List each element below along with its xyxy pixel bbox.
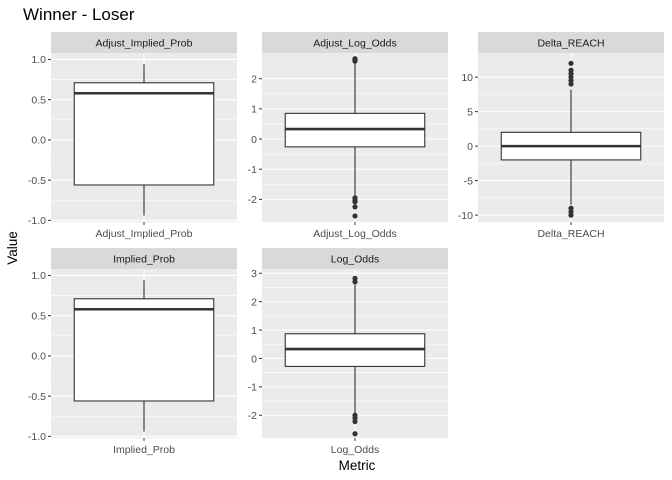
y-tick-label: -1: [248, 164, 257, 176]
y-tick-label: 2: [251, 73, 257, 85]
y-tick-label: -0.5: [28, 175, 46, 187]
outlier-point: [568, 67, 574, 73]
facet-panel-5: Log_Odds -2 -1 0 1 2 3 Log_Odds: [248, 248, 448, 456]
facet-panel-1: Adjust_Implied_Prob -1.0 -0.5 0.0 0.5 1.0 Adju…: [28, 32, 237, 240]
y-tick-label: -10: [458, 210, 473, 222]
outlier-point: [568, 60, 574, 66]
y-tick-label: 0.5: [31, 310, 46, 322]
y-tick-label: 1.0: [31, 270, 46, 282]
x-tick-label: Log_Odds: [331, 444, 379, 456]
chart-title: Winner - Loser: [23, 5, 135, 24]
facet-strip: [262, 248, 448, 269]
facet-panel-4: Implied_Prob -1.0 -0.5 0.0 0.5 1.0 Implied_Pro…: [28, 248, 237, 456]
facet-strip-label: Delta_REACH: [537, 38, 604, 50]
facet-strip: [51, 248, 237, 269]
facet-strip-label: Log_Odds: [331, 254, 379, 266]
y-tick-label: -5: [464, 175, 473, 187]
outlier-point: [352, 418, 358, 425]
x-tick-label: Implied_Prob: [113, 444, 175, 456]
outlier-point: [568, 212, 574, 218]
y-tick-label: -2: [248, 194, 257, 206]
outlier-point: [352, 431, 358, 437]
facet-strip-label: Adjust_Implied_Prob: [96, 38, 193, 50]
y-tick-label: 0.0: [31, 135, 46, 147]
y-tick-label: 0.5: [31, 94, 46, 106]
y-tick-label: 0: [467, 141, 473, 153]
y-tick-label: 3: [251, 268, 257, 280]
y-tick-label: -1: [248, 382, 257, 394]
x-tick-label: Delta_REACH: [537, 228, 604, 240]
y-tick-label: 0: [251, 353, 257, 365]
box-iqr: [73, 82, 215, 186]
y-axis-title: Value: [5, 231, 20, 265]
y-tick-label: -1.0: [28, 431, 46, 443]
facet-strip: [478, 32, 664, 53]
facet-panel-2: Adjust_Log_Odds -2 -1 0 1 2 Adjust_Log_Odds: [248, 32, 448, 240]
y-tick-label: -1.0: [28, 215, 46, 227]
x-axis-title: Metric: [339, 458, 376, 473]
y-tick-label: 1: [251, 104, 257, 116]
y-tick-label: -2: [248, 410, 257, 422]
y-tick-label: 10: [461, 72, 473, 84]
y-tick-label: 2: [251, 296, 257, 308]
y-tick-label: 1: [251, 325, 257, 337]
outlier-point: [352, 56, 358, 62]
outlier-point: [352, 204, 358, 210]
y-tick-label: 5: [467, 106, 473, 118]
x-tick-label: Adjust_Implied_Prob: [96, 228, 193, 240]
outlier-point: [352, 275, 358, 281]
outlier-point: [352, 199, 358, 205]
facet-strip: [262, 32, 448, 53]
facet-panel-3: Delta_REACH -10 -5 0 5 10 Delta_REACH: [458, 32, 664, 240]
facet-panels: Adjust_Implied_Prob -1.0 -0.5 0.0 0.5 1.0 Adju…: [28, 32, 664, 456]
box-iqr: [73, 298, 215, 402]
outlier-point: [352, 213, 358, 219]
y-tick-label: -0.5: [28, 391, 46, 403]
facet-strip-label: Implied_Prob: [113, 254, 175, 266]
x-tick-label: Adjust_Log_Odds: [313, 228, 396, 240]
facet-strip: [51, 32, 237, 53]
y-tick-label: 1.0: [31, 54, 46, 66]
y-tick-label: 0.0: [31, 351, 46, 363]
facet-strip-label: Adjust_Log_Odds: [313, 38, 396, 50]
y-tick-label: 0: [251, 134, 257, 146]
